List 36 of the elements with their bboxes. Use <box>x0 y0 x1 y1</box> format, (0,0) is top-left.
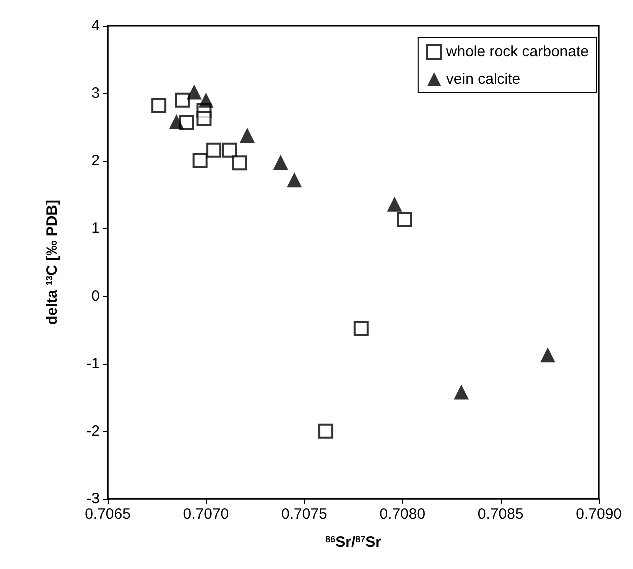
point <box>287 172 302 188</box>
point <box>273 154 288 170</box>
point <box>152 98 167 114</box>
point <box>169 114 184 130</box>
point <box>196 111 212 126</box>
y-tick-label: -1 <box>86 355 100 372</box>
point <box>198 92 214 108</box>
y-tick-label: 0 <box>92 288 100 305</box>
point <box>192 152 208 168</box>
point <box>318 424 334 439</box>
point <box>387 196 402 212</box>
x-tick-label: 0.7085 <box>478 506 524 523</box>
point <box>240 128 255 143</box>
point <box>206 142 222 158</box>
y-tick-label: 2 <box>92 152 100 170</box>
y-tick-label: 1 <box>92 220 100 238</box>
point <box>232 156 248 171</box>
x-tick-label: 0.7080 <box>380 506 426 523</box>
point <box>354 321 369 336</box>
point <box>175 92 190 108</box>
legend-label: whole rock carbonate <box>445 44 590 60</box>
point <box>222 142 238 158</box>
x-tick-label: 0.7070 <box>183 506 230 523</box>
x-tick-label: 0.7075 <box>281 506 328 523</box>
x-tick-label: 0.7090 <box>576 506 622 523</box>
y-tick-label: -3 <box>86 490 100 508</box>
point <box>186 84 202 100</box>
point <box>397 212 412 228</box>
x-tick-label: 0.7065 <box>85 506 131 523</box>
y-tick-label: -2 <box>86 422 100 440</box>
point <box>540 348 556 363</box>
y-tick-label: 4 <box>92 18 100 34</box>
y-axis-title: delta 13C [‰ PDB] <box>44 200 61 326</box>
legend-label: vein calcite <box>446 71 521 88</box>
y-tick-label: 3 <box>92 85 100 102</box>
point <box>454 384 470 400</box>
